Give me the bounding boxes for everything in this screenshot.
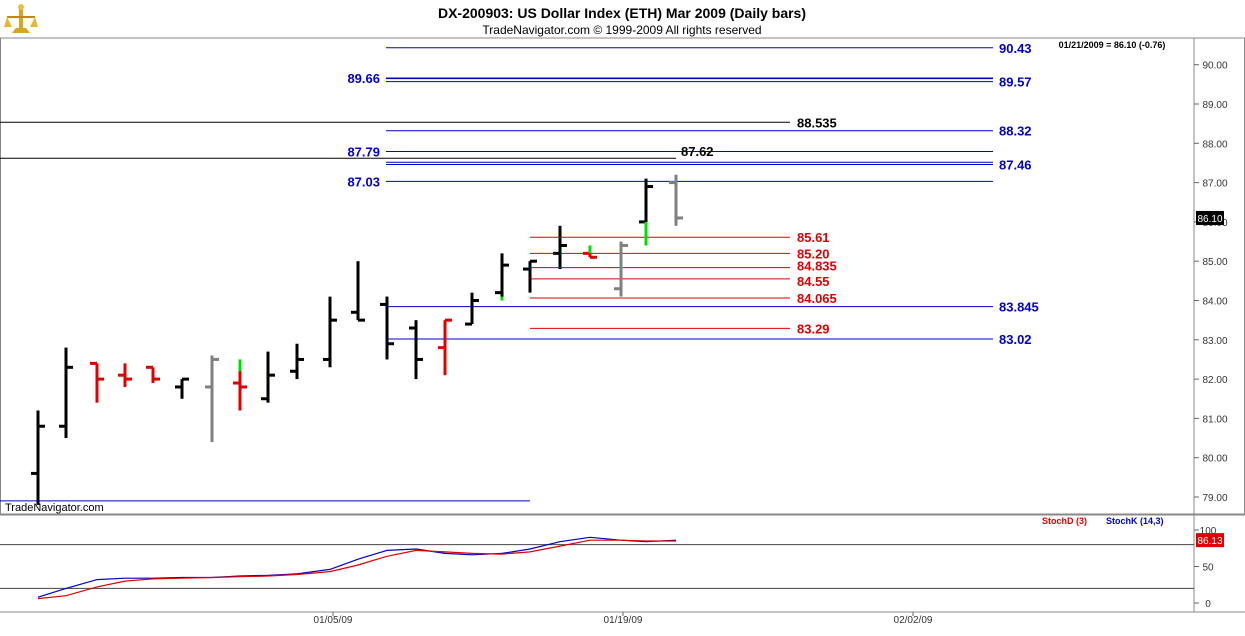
level-label: 89.57 xyxy=(999,75,1032,90)
level-label: 83.845 xyxy=(999,300,1039,315)
last-price-label: 86.10 xyxy=(1197,214,1222,225)
level-label: 87.62 xyxy=(681,144,714,159)
x-tick-label: 02/02/09 xyxy=(894,615,933,626)
y-tick-label: 81.00 xyxy=(1202,414,1227,425)
stoch-y-tick-label: 0 xyxy=(1205,599,1211,610)
y-tick-label: 85.00 xyxy=(1202,257,1227,268)
stoch-y-tick-label: 50 xyxy=(1202,563,1214,574)
level-label: 84.065 xyxy=(797,291,837,306)
y-tick-label: 90.00 xyxy=(1202,61,1227,72)
date-readout: 01/21/2009 = 86.10 (-0.76) xyxy=(1059,40,1166,50)
stoch-y-tick-label: 100 xyxy=(1200,526,1217,537)
level-label: 87.46 xyxy=(999,158,1032,173)
stoch-series-line xyxy=(37,536,677,598)
y-tick-label: 87.00 xyxy=(1202,179,1227,190)
level-label: 83.02 xyxy=(999,332,1032,347)
x-tick-label: 01/19/09 xyxy=(604,615,643,626)
y-tick-label: 80.00 xyxy=(1202,454,1227,465)
y-tick-label: 84.00 xyxy=(1202,297,1227,308)
y-tick-label: 83.00 xyxy=(1202,336,1227,347)
y-tick-label: 79.00 xyxy=(1202,493,1227,504)
chart-copyright: TradeNavigator.com © 1999-2009 All right… xyxy=(482,23,761,37)
stoch-series-line xyxy=(37,539,676,600)
level-label: 83.29 xyxy=(797,321,830,336)
tradenavigator-logo-icon xyxy=(4,4,38,33)
level-label: 88.32 xyxy=(999,124,1032,139)
level-label: 90.43 xyxy=(999,41,1032,56)
y-tick-label: 89.00 xyxy=(1202,100,1227,111)
level-label: 85.61 xyxy=(797,230,830,245)
legend-stochk: StochK (14,3) xyxy=(1106,516,1164,526)
y-tick-label: 88.00 xyxy=(1202,139,1227,150)
y-tick-label: 82.00 xyxy=(1202,375,1227,386)
level-label: 84.55 xyxy=(797,274,830,289)
level-label: 85.20 xyxy=(797,246,830,261)
last-price-tag xyxy=(1196,210,1224,225)
level-label: 84.835 xyxy=(797,259,837,274)
chart-title: DX-200903: US Dollar Index (ETH) Mar 200… xyxy=(438,5,806,21)
level-label: 87.79 xyxy=(347,145,380,160)
level-label: 87.03 xyxy=(347,174,380,189)
level-label: 89.66 xyxy=(347,71,380,86)
stoch-last-label: 86.13 xyxy=(1197,536,1222,547)
stoch-last-tag xyxy=(1196,533,1224,548)
x-tick-label: 01/05/09 xyxy=(314,615,353,626)
watermark: TradeNavigator.com xyxy=(5,502,104,514)
level-label: 88.535 xyxy=(797,115,837,130)
legend-stochd: StochD (3) xyxy=(1042,516,1087,526)
